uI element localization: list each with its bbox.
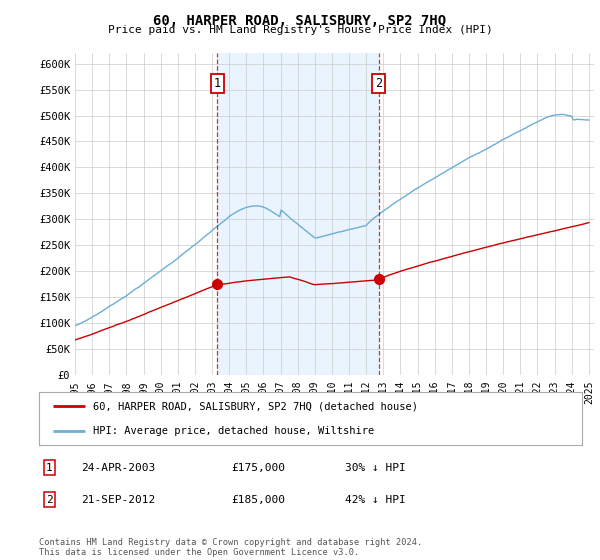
- Text: 2: 2: [375, 77, 382, 90]
- Text: 21-SEP-2012: 21-SEP-2012: [81, 494, 155, 505]
- Text: £175,000: £175,000: [231, 463, 285, 473]
- Text: 2: 2: [46, 494, 53, 505]
- Text: 1: 1: [214, 77, 221, 90]
- Text: 1: 1: [46, 463, 53, 473]
- Text: 60, HARPER ROAD, SALISBURY, SP2 7HQ (detached house): 60, HARPER ROAD, SALISBURY, SP2 7HQ (det…: [94, 402, 418, 412]
- Text: HPI: Average price, detached house, Wiltshire: HPI: Average price, detached house, Wilt…: [94, 426, 374, 436]
- Text: 60, HARPER ROAD, SALISBURY, SP2 7HQ: 60, HARPER ROAD, SALISBURY, SP2 7HQ: [154, 14, 446, 28]
- Text: £185,000: £185,000: [231, 494, 285, 505]
- Text: 42% ↓ HPI: 42% ↓ HPI: [345, 494, 406, 505]
- Text: Contains HM Land Registry data © Crown copyright and database right 2024.
This d: Contains HM Land Registry data © Crown c…: [39, 538, 422, 557]
- Text: Price paid vs. HM Land Registry's House Price Index (HPI): Price paid vs. HM Land Registry's House …: [107, 25, 493, 35]
- Text: 30% ↓ HPI: 30% ↓ HPI: [345, 463, 406, 473]
- Bar: [217, 53, 379, 375]
- Text: 24-APR-2003: 24-APR-2003: [81, 463, 155, 473]
